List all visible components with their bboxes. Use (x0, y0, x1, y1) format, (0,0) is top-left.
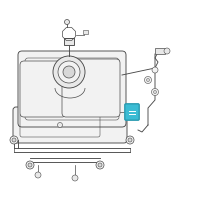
Circle shape (53, 56, 85, 88)
Circle shape (12, 138, 16, 142)
Circle shape (164, 48, 170, 54)
FancyBboxPatch shape (20, 61, 66, 117)
Circle shape (154, 90, 156, 94)
Bar (83, 30, 88, 34)
Bar (64, 38, 74, 45)
FancyBboxPatch shape (18, 51, 126, 127)
Circle shape (28, 163, 32, 167)
Circle shape (146, 78, 150, 82)
Circle shape (126, 136, 134, 144)
FancyBboxPatch shape (62, 59, 120, 117)
Circle shape (128, 138, 132, 142)
Circle shape (152, 88, 158, 96)
Circle shape (152, 67, 158, 73)
Circle shape (58, 122, 62, 128)
Circle shape (96, 161, 104, 169)
Circle shape (64, 20, 70, 24)
Circle shape (72, 175, 78, 181)
Circle shape (63, 66, 75, 78)
FancyBboxPatch shape (125, 104, 139, 120)
Circle shape (26, 161, 34, 169)
Circle shape (35, 172, 41, 178)
Circle shape (58, 61, 80, 83)
Bar (155, 48, 165, 54)
Circle shape (144, 76, 152, 84)
Circle shape (98, 163, 102, 167)
FancyBboxPatch shape (13, 107, 127, 143)
Circle shape (10, 136, 18, 144)
